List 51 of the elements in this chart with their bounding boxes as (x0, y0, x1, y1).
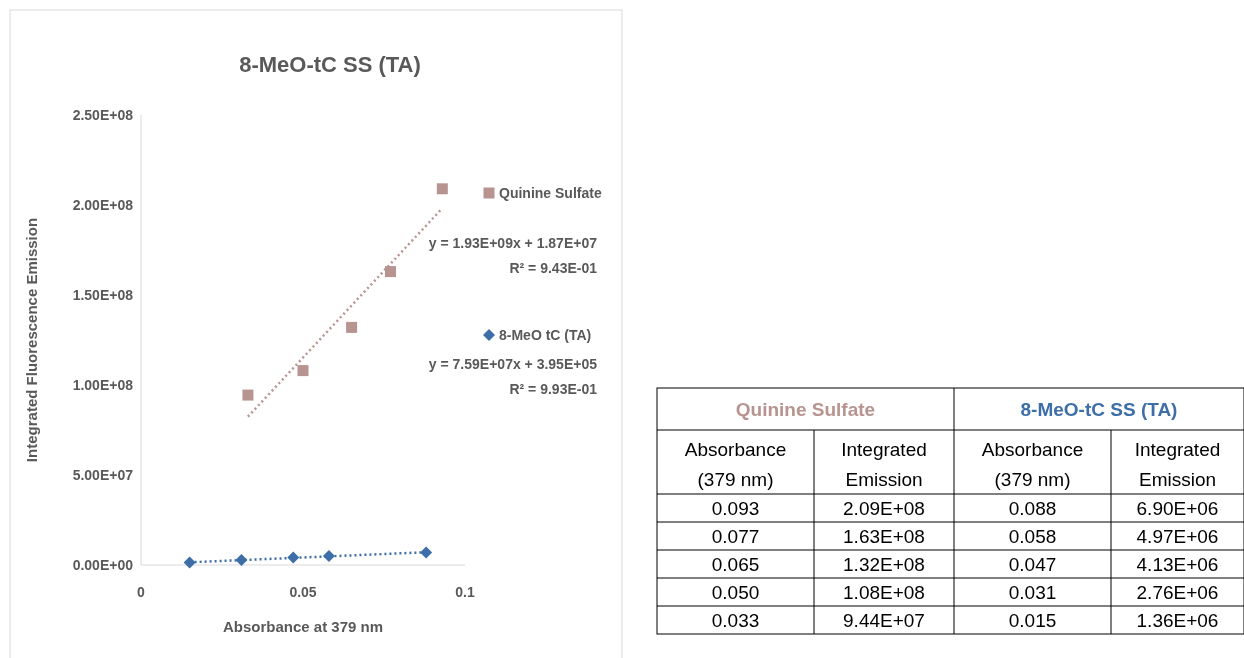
text: 0.047 (1008, 553, 1057, 575)
text: 4.97E+06 (1136, 525, 1219, 547)
text: 0.077 (711, 525, 760, 547)
text: 0.031 (1008, 581, 1057, 603)
text: Integrated Emission (841, 439, 927, 490)
y-tick-label: 2.00E+08 (72, 196, 134, 213)
text: 1.08E+08 (843, 581, 925, 603)
annotation: y = 7.59E+07x + 3.95E+05 (428, 356, 598, 372)
text: 8-MeO-tC SS (TA) (1020, 398, 1178, 420)
text: 1.32E+08 (843, 553, 925, 575)
text: Quinine Sulfate (735, 398, 876, 420)
text: 1.63E+08 (843, 525, 925, 547)
x-tick-label: 0 (137, 584, 146, 600)
text: 0.065 (711, 553, 760, 575)
text: Absorbance (379 nm) (684, 439, 787, 490)
text: 0.093 (711, 497, 760, 519)
text: R² = 9.43E-01 (509, 260, 598, 276)
text: R² = 9.93E-01 (509, 381, 598, 397)
text: 0.015 (1008, 609, 1057, 631)
y-tick-label: 0.00E+00 (72, 556, 134, 573)
point (297, 365, 309, 377)
text: 6.90E+06 (1136, 497, 1219, 519)
text: 0.050 (711, 581, 760, 603)
x-tick-label: 0.1 (455, 584, 475, 600)
point (183, 556, 196, 569)
text: Integrated Emission (1134, 439, 1221, 490)
text: 2.09E+08 (843, 497, 925, 519)
point (242, 389, 254, 401)
annotation: y = 1.93E+09x + 1.87E+07 (428, 235, 598, 251)
text: 9.44E+07 (843, 609, 925, 631)
text: 0.088 (1008, 497, 1057, 519)
y-tick-label: 1.00E+08 (72, 376, 134, 393)
chart-title: 8-MeO-tC SS (TA) (239, 52, 421, 77)
text: 0.058 (1008, 525, 1057, 547)
point (436, 183, 448, 195)
y-tick-label: 1.50E+08 (72, 286, 134, 303)
text: 0.033 (711, 609, 760, 631)
y-axis-title: Integrated Fluorescence Emission (23, 217, 40, 463)
legend-label: Quinine Sulfate (499, 184, 602, 201)
text: Absorbance (379 nm) (981, 439, 1084, 490)
point (346, 321, 358, 333)
point (384, 266, 396, 278)
x-tick-label: 0.05 (289, 584, 317, 600)
text: 2.76E+06 (1136, 581, 1219, 603)
text: 1.36E+06 (1136, 609, 1219, 631)
point (420, 546, 433, 559)
y-tick-label: 5.00E+07 (72, 466, 134, 483)
x-axis-title: Absorbance at 379 nm (222, 618, 384, 635)
y-tick-label: 2.50E+08 (72, 106, 134, 123)
text: 4.13E+06 (1136, 553, 1219, 575)
legend-label: 8-MeO tC (TA) (499, 326, 592, 343)
